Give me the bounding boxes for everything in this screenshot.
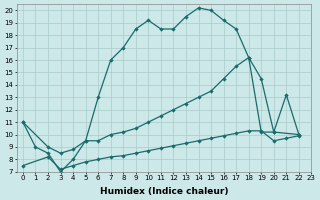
X-axis label: Humidex (Indice chaleur): Humidex (Indice chaleur)	[100, 187, 228, 196]
